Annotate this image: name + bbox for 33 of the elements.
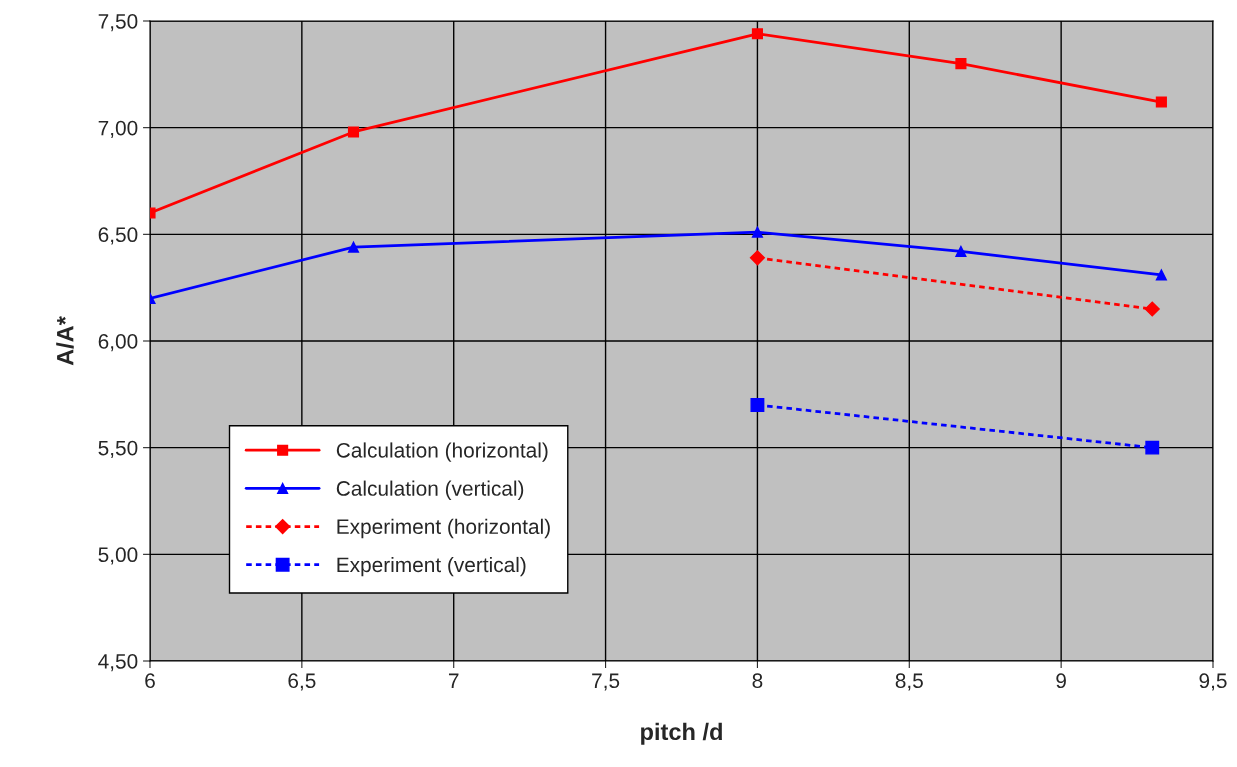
y-tick-label: 5,00 (98, 547, 138, 565)
legend-label: Experiment (horizontal) (337, 518, 550, 539)
point (1155, 269, 1167, 281)
x-tick-label: 9,5 (1199, 673, 1227, 691)
y-tick-label: 5,50 (98, 440, 138, 458)
legend-label: Experiment (vertical) (337, 556, 526, 577)
point (751, 28, 763, 40)
y-axis-title: A/A* (56, 316, 74, 366)
y-tick-label: 6,50 (98, 227, 138, 245)
y-tick-label: 6,00 (98, 334, 138, 352)
point (347, 241, 360, 253)
y-tick-label: 7,00 (98, 120, 138, 138)
point (347, 126, 360, 138)
x-tick-label: 8,5 (895, 673, 923, 691)
y-tick-label: 7,50 (98, 14, 138, 32)
point (1145, 440, 1160, 455)
x-tick-label: 9 (1056, 673, 1066, 689)
point (955, 58, 967, 70)
point (955, 245, 967, 257)
x-tick-label: 6 (145, 673, 155, 689)
y-tick-label: 4,50 (98, 654, 138, 672)
x-tick-label: 6,5 (288, 673, 316, 691)
point (1155, 96, 1167, 108)
point (1144, 301, 1160, 317)
legend-label: Calculation (vertical) (336, 480, 524, 500)
x-tick-label: 7 (448, 673, 459, 688)
point (750, 398, 765, 412)
x-axis-title: pitch /d (641, 722, 722, 745)
legend-label: Calculation (horizontal) (336, 442, 548, 462)
point (749, 250, 765, 266)
point (751, 226, 763, 238)
x-tick-label: 7,5 (592, 673, 620, 691)
x-tick-label: 8 (752, 673, 763, 689)
